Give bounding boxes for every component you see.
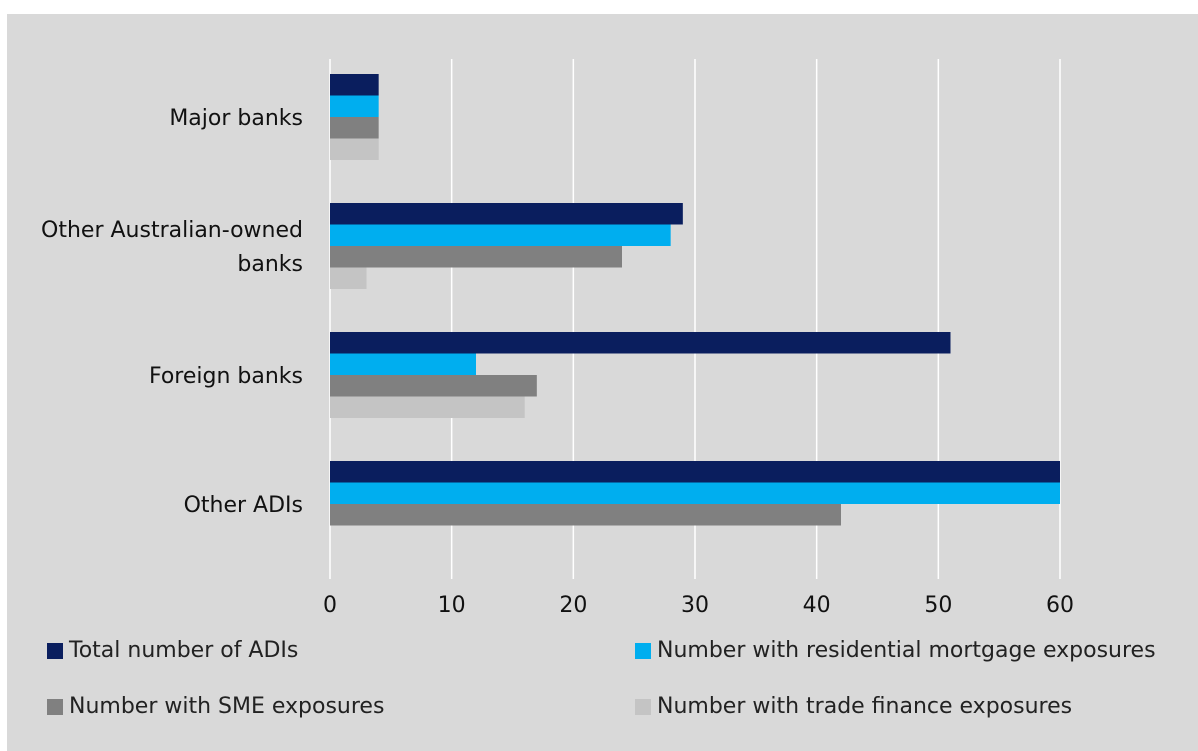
- bar-s0-c0: [330, 74, 379, 96]
- legend-swatch-trade: [635, 698, 651, 715]
- legend-label-residential: Number with residential mortgage exposur…: [657, 638, 1156, 663]
- x-tick-label-1: 10: [438, 593, 466, 614]
- chart-panel: 0 10 20 30 40 50 60 Major banks Other Australian…: [7, 14, 1198, 751]
- x-tick-label-4: 40: [803, 593, 831, 614]
- category-label-3: Other ADIs: [184, 493, 303, 518]
- bar-s1-c2: [330, 353, 476, 375]
- legend-swatch-total: [47, 642, 63, 659]
- bar-s0-c2: [330, 332, 951, 354]
- legend-item-sme: Number with SME exposures: [47, 694, 384, 719]
- x-tick-label-0: 0: [323, 593, 337, 614]
- bar-s2-c3: [330, 504, 841, 526]
- x-tick-label-6: 60: [1046, 593, 1074, 614]
- bar-s3-c2: [330, 396, 525, 418]
- bar-s2-c1: [330, 246, 622, 268]
- x-tick-label-3: 30: [681, 593, 709, 614]
- bar-s1-c1: [330, 224, 671, 246]
- legend-label-trade: Number with trade finance exposures: [657, 694, 1073, 719]
- legend-label-sme: Number with SME exposures: [69, 694, 385, 719]
- bar-s1-c0: [330, 95, 379, 117]
- bar-s2-c0: [330, 117, 379, 139]
- legend-label-total: Total number of ADIs: [69, 638, 299, 663]
- legend-item-residential: Number with residential mortgage exposur…: [635, 638, 1156, 663]
- bar-chart: 0 10 20 30 40 50 60 Major banks Other Australian…: [41, 59, 1074, 614]
- bar-s0-c1: [330, 203, 683, 225]
- bar-s3-c1: [330, 267, 367, 289]
- x-tick-label-2: 20: [559, 593, 587, 614]
- bar-s1-c3: [330, 482, 1060, 504]
- category-label-2: Foreign banks: [149, 364, 303, 389]
- legend-swatch-residential: [635, 642, 651, 659]
- legend-item-trade: Number with trade finance exposures: [635, 694, 1072, 719]
- category-label-0: Major banks: [169, 106, 303, 131]
- category-label-1: Other Australian-owned banks: [41, 218, 303, 277]
- bar-s2-c2: [330, 375, 537, 397]
- x-tick-label-5: 50: [924, 593, 952, 614]
- bar-s3-c0: [330, 138, 379, 160]
- bar-s0-c3: [330, 461, 1060, 483]
- legend-item-total: Total number of ADIs: [47, 638, 298, 663]
- legend-swatch-sme: [47, 698, 63, 715]
